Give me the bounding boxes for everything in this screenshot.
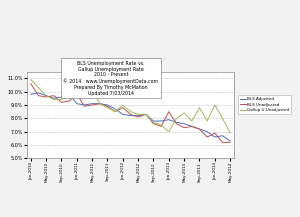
- BLS Adjusted: [175, 121, 178, 124]
- BLS Unadjusted: [37, 94, 40, 97]
- BLS Adjusted: [121, 113, 124, 116]
- BLS Unadjusted: [90, 104, 94, 106]
- Gallup U Unadjusted: [44, 94, 48, 97]
- Gallup U Unadjusted: [106, 106, 109, 109]
- BLS Adjusted: [90, 102, 94, 105]
- BLS Unadjusted: [190, 125, 194, 128]
- BLS Unadjusted: [213, 132, 217, 134]
- Gallup U Unadjusted: [198, 106, 201, 109]
- Gallup U Unadjusted: [52, 98, 56, 101]
- BLS Adjusted: [136, 114, 140, 117]
- BLS Unadjusted: [129, 113, 132, 116]
- BLS Unadjusted: [75, 93, 79, 96]
- BLS Unadjusted: [121, 106, 124, 109]
- Gallup U Unadjusted: [213, 104, 217, 106]
- BLS Adjusted: [221, 134, 224, 137]
- BLS Adjusted: [228, 140, 232, 142]
- BLS Adjusted: [167, 118, 171, 121]
- BLS Unadjusted: [228, 141, 232, 144]
- Gallup U Unadjusted: [144, 113, 148, 116]
- BLS Adjusted: [159, 120, 163, 122]
- BLS Adjusted: [213, 136, 217, 138]
- BLS Adjusted: [198, 128, 201, 130]
- BLS Adjusted: [60, 96, 63, 98]
- BLS Adjusted: [68, 93, 71, 96]
- BLS Adjusted: [37, 92, 40, 94]
- BLS Adjusted: [98, 102, 102, 105]
- BLS Unadjusted: [136, 116, 140, 118]
- BLS Unadjusted: [221, 141, 224, 144]
- BLS Unadjusted: [52, 94, 56, 97]
- Gallup U Unadjusted: [37, 86, 40, 89]
- BLS Unadjusted: [182, 126, 186, 129]
- Line: Gallup U Unadjusted: Gallup U Unadjusted: [31, 80, 230, 133]
- BLS Adjusted: [113, 108, 117, 110]
- Gallup U Unadjusted: [83, 88, 86, 90]
- BLS Unadjusted: [29, 82, 33, 85]
- Gallup U Unadjusted: [136, 113, 140, 116]
- BLS Adjusted: [182, 122, 186, 125]
- Legend: BLS Adjusted, BLS Unadjusted, Gallup U Unadjusted: BLS Adjusted, BLS Unadjusted, Gallup U U…: [238, 95, 291, 114]
- Gallup U Unadjusted: [113, 110, 117, 113]
- Gallup U Unadjusted: [29, 78, 33, 81]
- BLS Unadjusted: [68, 100, 71, 102]
- Gallup U Unadjusted: [175, 117, 178, 120]
- BLS Adjusted: [129, 114, 132, 117]
- Gallup U Unadjusted: [206, 120, 209, 122]
- BLS Unadjusted: [167, 110, 171, 113]
- Gallup U Unadjusted: [90, 89, 94, 92]
- BLS Adjusted: [52, 97, 56, 100]
- BLS Adjusted: [29, 93, 33, 96]
- BLS Unadjusted: [44, 96, 48, 98]
- Gallup U Unadjusted: [190, 120, 194, 122]
- Gallup U Unadjusted: [98, 102, 102, 105]
- Gallup U Unadjusted: [75, 86, 79, 89]
- Gallup U Unadjusted: [68, 93, 71, 96]
- Gallup U Unadjusted: [159, 124, 163, 126]
- BLS Unadjusted: [98, 102, 102, 105]
- BLS Unadjusted: [113, 110, 117, 113]
- Gallup U Unadjusted: [228, 132, 232, 134]
- BLS Adjusted: [44, 94, 48, 97]
- Gallup U Unadjusted: [152, 121, 155, 124]
- BLS Adjusted: [206, 130, 209, 133]
- BLS Unadjusted: [206, 136, 209, 138]
- BLS Unadjusted: [106, 105, 109, 108]
- Gallup U Unadjusted: [221, 117, 224, 120]
- BLS Unadjusted: [159, 125, 163, 128]
- BLS Unadjusted: [175, 122, 178, 125]
- BLS Unadjusted: [60, 101, 63, 104]
- BLS Unadjusted: [152, 122, 155, 125]
- BLS Adjusted: [75, 102, 79, 105]
- Line: BLS Unadjusted: BLS Unadjusted: [31, 84, 230, 142]
- BLS Adjusted: [190, 125, 194, 128]
- Gallup U Unadjusted: [167, 130, 171, 133]
- BLS Adjusted: [144, 113, 148, 116]
- BLS Adjusted: [106, 104, 109, 106]
- BLS Adjusted: [83, 104, 86, 106]
- Line: BLS Adjusted: BLS Adjusted: [31, 93, 230, 141]
- BLS Unadjusted: [198, 128, 201, 130]
- BLS Unadjusted: [144, 113, 148, 116]
- BLS Adjusted: [152, 120, 155, 122]
- Text: BLS Unemployment Rate vs.
Gallup Unemployment Rate
2010 - Present
© 2014   www.U: BLS Unemployment Rate vs. Gallup Unemplo…: [63, 61, 159, 95]
- Gallup U Unadjusted: [121, 104, 124, 106]
- Gallup U Unadjusted: [129, 110, 132, 113]
- Gallup U Unadjusted: [60, 98, 63, 101]
- BLS Unadjusted: [83, 105, 86, 108]
- Gallup U Unadjusted: [182, 112, 186, 114]
